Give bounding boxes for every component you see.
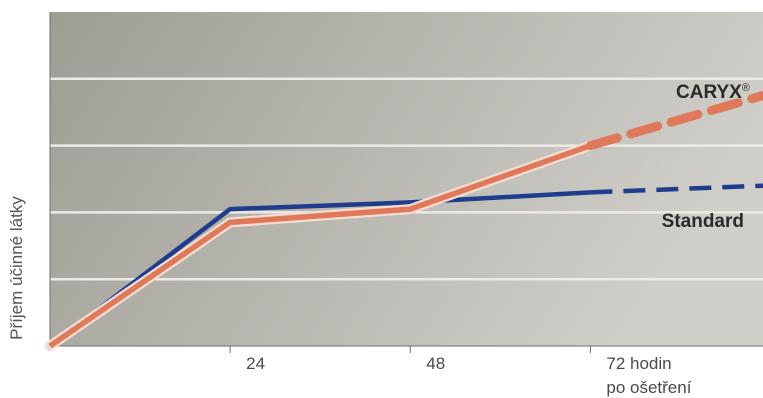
series-label-caryx: CARYX® (676, 82, 750, 103)
x-tick-label: 48 (426, 354, 445, 373)
series-dashed-caryx (585, 91, 763, 151)
x-tick-label: 72 hodin (606, 354, 671, 373)
x-tick-label-line2: po ošetření (606, 378, 691, 397)
series-dashed-standard (590, 183, 763, 195)
y-axis-label: Příjem účinné látky (7, 196, 26, 340)
series-line-caryx (48, 143, 592, 349)
series-layer (45, 91, 763, 351)
series-label-standard: Standard (662, 211, 744, 232)
plot-area (50, 12, 763, 346)
label-layer: 24 48 72 hodin po ošetření Standard CARYX® (246, 82, 750, 397)
x-tick-label: 24 (246, 354, 265, 373)
axis-layer (49, 12, 763, 353)
registered-mark: ® (742, 82, 750, 94)
grid-layer (50, 77, 763, 281)
series-line-standard (48, 190, 591, 348)
